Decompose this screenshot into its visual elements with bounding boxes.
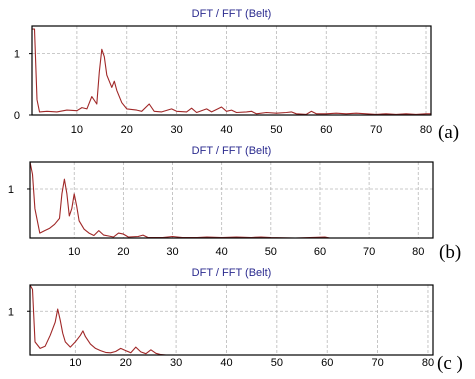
- x-tick-label: 10: [71, 124, 83, 136]
- spectrum-line: [32, 28, 431, 115]
- plot-frame: [29, 284, 434, 356]
- x-tick-label: 60: [320, 124, 332, 136]
- x-tick-label: 40: [220, 124, 232, 136]
- chart-title: DFT / FFT (Belt): [192, 8, 272, 20]
- x-tick-label: 20: [121, 124, 133, 136]
- x-tick-label: 50: [265, 246, 277, 258]
- plot-frame: [29, 161, 434, 239]
- fft-panel-3: DFT / FFT (Belt) 10 20 30 40 50 60 70 80 1 (c ): [8, 267, 463, 374]
- x-tick-label: 50: [271, 357, 283, 369]
- x-tick-label: 70: [363, 246, 375, 258]
- x-tick-label: 30: [170, 357, 182, 369]
- x-tick-label: 20: [120, 357, 132, 369]
- spectrum-line: [29, 161, 433, 239]
- x-tick-label: 40: [216, 246, 228, 258]
- x-tick-label: 20: [117, 246, 129, 258]
- y-tick-label: 1: [8, 184, 14, 196]
- panel-label: (c ): [437, 353, 463, 374]
- panel-label: (a): [438, 122, 459, 143]
- x-tick-label: 70: [371, 357, 383, 369]
- y-tick-label: 1: [14, 49, 20, 61]
- x-tick-label: 10: [68, 246, 80, 258]
- x-tick-label: 10: [69, 357, 81, 369]
- fft-panel-2: DFT / FFT (Belt) 10 20 30 40 50 60 70 80 1 (b): [8, 145, 461, 263]
- panel-label: (b): [439, 242, 461, 263]
- x-tick-label: 50: [270, 124, 282, 136]
- chart-title: DFT / FFT (Belt): [192, 145, 272, 157]
- x-tick-label: 80: [420, 124, 432, 136]
- x-tick-label: 70: [370, 124, 382, 136]
- y-tick-label: 0: [14, 110, 20, 122]
- chart-title: DFT / FFT (Belt): [192, 267, 272, 279]
- y-tick-label: 1: [8, 306, 14, 318]
- x-tick-label: 60: [321, 357, 333, 369]
- plot-frame: [31, 25, 432, 116]
- spectrum-line: [29, 284, 433, 356]
- x-tick-label: 30: [166, 246, 178, 258]
- x-tick-label: 60: [314, 246, 326, 258]
- x-tick-label: 80: [422, 357, 434, 369]
- x-tick-label: 30: [171, 124, 183, 136]
- x-tick-label: 80: [412, 246, 424, 258]
- x-tick-label: 40: [220, 357, 232, 369]
